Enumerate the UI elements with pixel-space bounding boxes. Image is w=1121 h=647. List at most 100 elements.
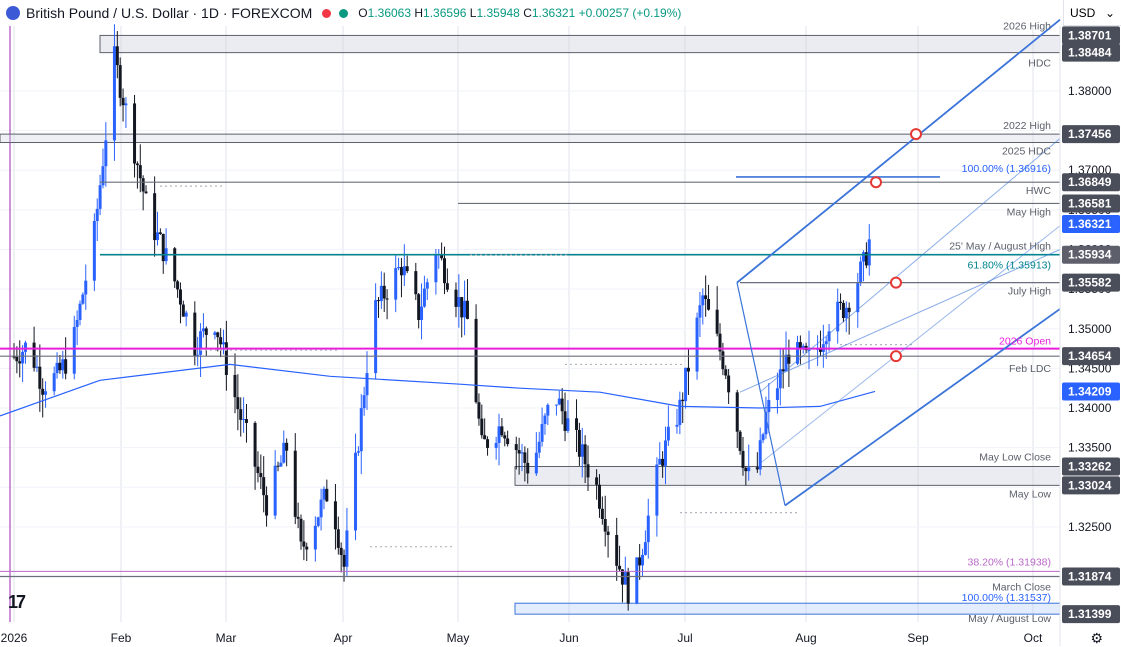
candle-body [764, 412, 768, 435]
candle-body [583, 444, 587, 465]
candle-body [222, 342, 226, 345]
candle-body [523, 452, 527, 463]
time-tick-label: Jun [559, 631, 578, 645]
chart-header: British Pound / U.S. Dollar · 1D · FOREX… [0, 0, 681, 26]
price-axis: 1.325001.330001.335001.340001.345001.350… [1059, 26, 1121, 646]
currency-selector[interactable]: USD ⌄ [1063, 0, 1121, 26]
candle-body [577, 429, 581, 457]
candle-body [336, 529, 340, 548]
candle-body [359, 408, 363, 452]
level-label: March Close [992, 582, 1051, 594]
candle-body [503, 435, 507, 439]
candle-body [801, 345, 805, 349]
candle-body [775, 388, 779, 401]
price-tag-label: 1.35934 [1068, 248, 1112, 262]
candle-body [666, 426, 670, 441]
candle-body [193, 312, 197, 356]
level-label: 2026 Open [999, 336, 1051, 348]
candle-body [365, 373, 369, 396]
price-tag-label: 1.33262 [1068, 460, 1112, 474]
data-status-icon [339, 8, 349, 18]
price-tag [1062, 567, 1120, 586]
candle-body [477, 402, 481, 419]
price-tag-label: 1.31874 [1068, 570, 1112, 584]
candle-body [285, 442, 289, 451]
channel-line [739, 249, 1061, 393]
candle-body [345, 530, 349, 567]
candle-body [276, 465, 280, 467]
candle-body [755, 467, 759, 470]
candle-body [161, 233, 165, 262]
candle-body [704, 295, 708, 300]
candle-body [787, 354, 791, 364]
candle-body [778, 369, 782, 389]
candle-body [859, 261, 863, 283]
candle-body [382, 285, 386, 299]
candle-body [397, 267, 401, 269]
level-label: 61.80% (1.35913) [968, 259, 1051, 271]
candle-body [603, 519, 607, 532]
price-axis-bg [1060, 26, 1121, 646]
candle-body [121, 97, 125, 106]
candle-body [144, 191, 148, 194]
level-label: Feb LDC [1009, 363, 1051, 375]
chevron-down-icon: ⌄ [1104, 5, 1115, 20]
touch-point-marker [890, 350, 902, 363]
price-tag-label: 1.38484 [1068, 46, 1112, 60]
candle-body [333, 501, 337, 530]
candle-body [747, 467, 751, 472]
price-tag [1062, 476, 1120, 495]
candle-body [486, 439, 490, 448]
candle-body [101, 166, 105, 186]
candle-body [236, 397, 240, 410]
candle-body [173, 248, 177, 282]
candle-body [847, 307, 851, 313]
candle-body [563, 411, 567, 431]
candle-body [319, 499, 323, 518]
candle-body [641, 554, 645, 566]
candle-body [38, 366, 42, 389]
price-tag-label: 1.35582 [1068, 276, 1112, 290]
price-tag [1062, 382, 1120, 401]
level-label: HWC [1026, 185, 1051, 197]
candle-body [376, 300, 380, 302]
level-zone [99, 34, 1061, 54]
candle-body [354, 452, 358, 531]
candle-body [586, 464, 590, 478]
market-status-icon [322, 8, 332, 18]
candle-body [156, 232, 159, 241]
time-tick-label: Apr [334, 631, 353, 645]
candle-body [293, 450, 297, 517]
candle-body [534, 452, 538, 474]
level-label: July High [1008, 286, 1051, 298]
level-label: 2022 High [1003, 120, 1051, 132]
candle-body [646, 515, 650, 543]
candle-body [242, 419, 246, 421]
candle-body [399, 267, 403, 276]
price-tag-label: 1.31399 [1068, 607, 1112, 621]
candle-body [695, 317, 699, 372]
candle-body [494, 442, 498, 448]
candle-body [557, 398, 561, 405]
candle-body [219, 337, 223, 345]
candle-body [135, 163, 139, 166]
candle-body [133, 103, 137, 164]
candle-body [445, 283, 449, 290]
candle-body [265, 495, 269, 516]
candle-body [64, 359, 68, 374]
candle-body [537, 441, 541, 453]
candle-body [543, 415, 547, 425]
price-tag-label: 1.33024 [1068, 478, 1112, 492]
candle-body [374, 300, 378, 374]
candle-body [75, 319, 79, 328]
candle-body [560, 398, 564, 412]
time-tick-label: Mar [216, 631, 237, 645]
channel-line [759, 225, 1061, 464]
symbol-title[interactable]: British Pound / U.S. Dollar · 1D · FOREX… [26, 5, 313, 21]
candle-body [618, 565, 622, 570]
price-tag [1062, 26, 1120, 45]
candle-body [422, 288, 426, 307]
candle-body [721, 351, 725, 370]
settings-gear-icon[interactable]: ⚙ [1090, 630, 1103, 646]
